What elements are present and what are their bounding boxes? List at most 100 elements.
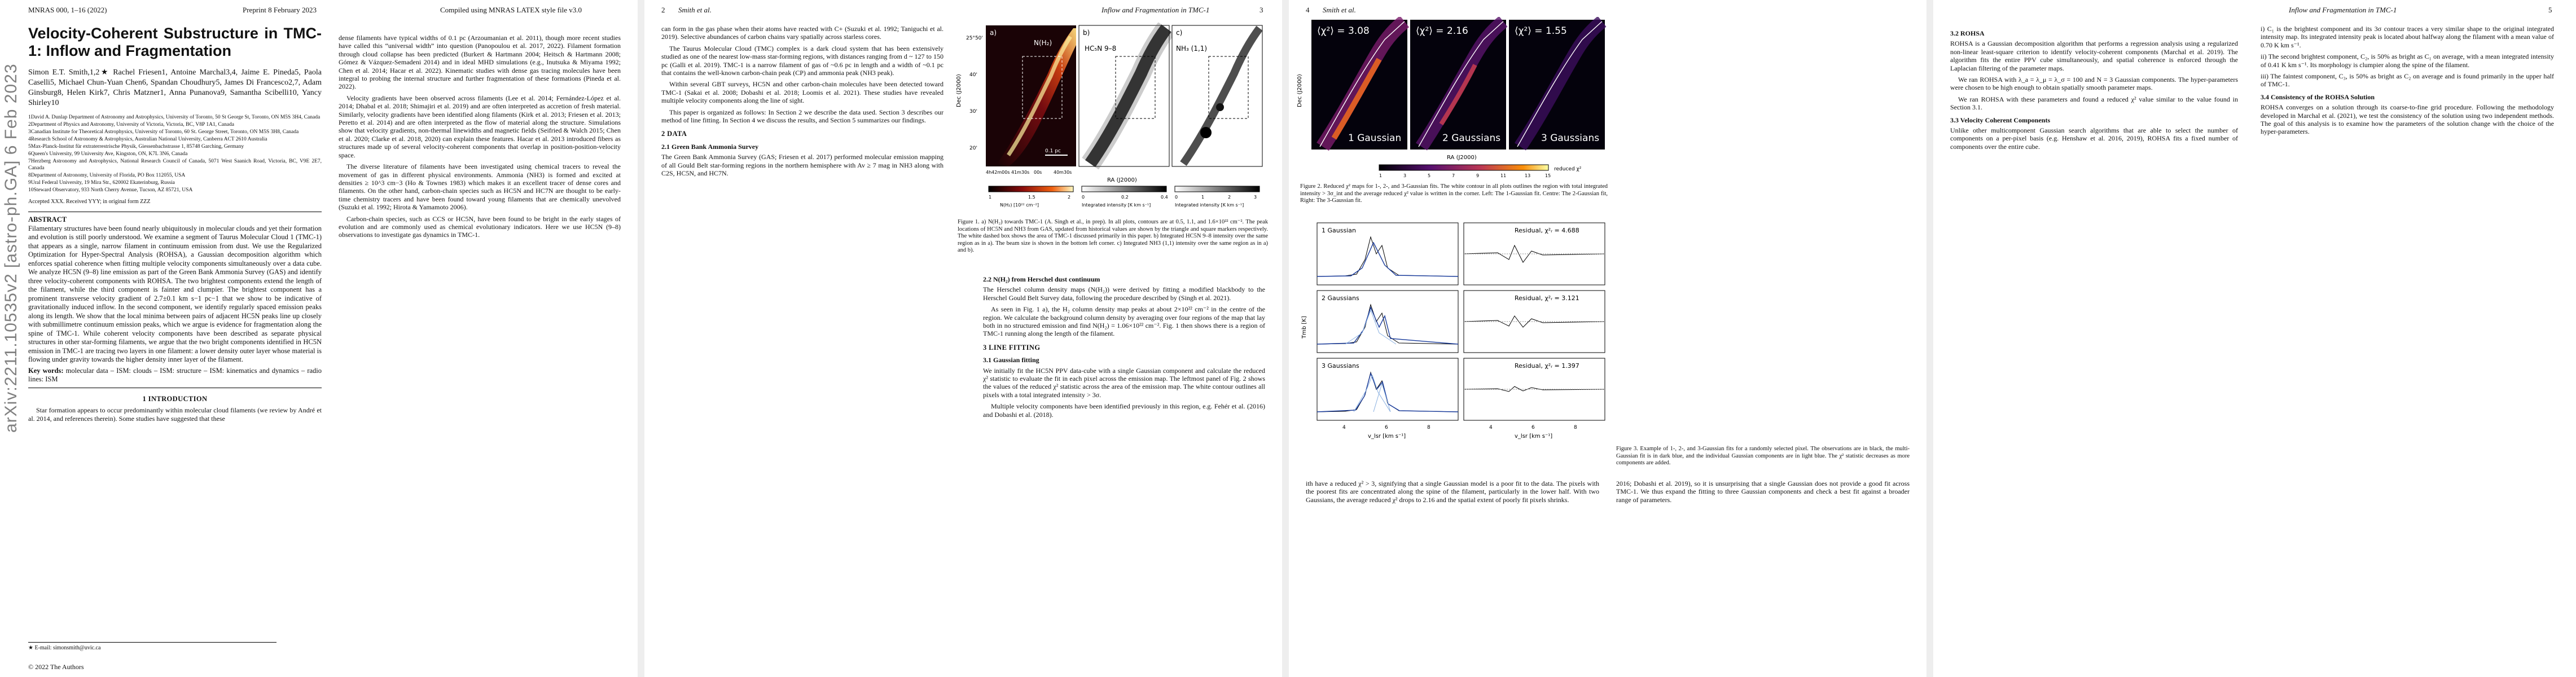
section-heading: 3 LINE FITTING	[983, 343, 1041, 351]
affiliation: 9Ural Federal University, 19 Mira Str., …	[28, 180, 175, 186]
residual-xlabel: v_lsr [km s⁻¹]	[1515, 433, 1552, 439]
panel-label: HC₅N 9–8	[1085, 45, 1116, 52]
colorbar-c	[1174, 186, 1260, 192]
subsection-heading: 3.2 ROHSA	[1950, 29, 1985, 37]
page2-left-column: can form in the gas phase when their ato…	[661, 25, 943, 181]
cbar-tick: 2	[1068, 195, 1070, 200]
keywords-label: Key words:	[28, 366, 64, 375]
page-4: Inflow and Fragmentation in TMC-1 5 3.2 …	[1933, 0, 2576, 677]
page-number: 4	[1306, 6, 1310, 14]
cbar-tick: 9	[1476, 173, 1479, 178]
xtick: 8	[1427, 425, 1430, 430]
residual-label: Residual, χ²ᵣ = 4.688	[1515, 227, 1579, 234]
page-number: 5	[2548, 6, 2552, 14]
page-1: arXiv:2211.10535v2 [astro-ph.GA] 6 Feb 2…	[0, 0, 638, 677]
running-author: Smith et al.	[678, 6, 712, 14]
page4-right-column: i) C₁ is the brightest component and its…	[2261, 25, 2554, 139]
figure-3: Tmb [K] 1 Gaussian Residual, χ²ᵣ = 4.688…	[1300, 220, 1610, 457]
spectrum-label: 1 Gaussian	[1322, 227, 1356, 234]
xtick: 41m30s	[1011, 170, 1029, 175]
chi-cbar-label: reduced χ²	[1554, 166, 1582, 172]
page3-bottom-right: 2016; Dobashi et al. 2019), so it is uns…	[1616, 480, 1910, 507]
fig2-xlabel: RA (J2000)	[1447, 155, 1477, 161]
page1-right-column: dense filaments have typical widths of 0…	[339, 34, 621, 243]
paragraph: Multiple velocity components have been i…	[983, 402, 1265, 419]
fig2-ylabel: Dec (J2000)	[1297, 74, 1303, 107]
xtick: 4h42m00s	[986, 170, 1010, 175]
cbar-label: N(H₂) [10²² cm⁻²]	[1000, 203, 1039, 208]
paragraph: As seen in Fig. 1 a), the H₂ column dens…	[983, 305, 1265, 338]
figure-3-caption-text: Figure 3. Example of 1-, 2-, and 3-Gauss…	[1616, 446, 1910, 466]
subsection-heading: 3.1 Gaussian fitting	[983, 356, 1039, 364]
paragraph: Carbon-chain species, such as CCS or HC5…	[339, 214, 621, 239]
intro-paragraph: Star formation appears to occur predomin…	[28, 406, 322, 423]
abstract-text: Filamentary structures have been found n…	[28, 224, 322, 364]
paper-title: Velocity-Coherent Substructure in TMC-1:…	[28, 25, 322, 59]
xtick: 4	[1342, 425, 1346, 430]
page-header: MNRAS 000, 1–16 (2022) Preprint 8 Februa…	[28, 6, 621, 16]
figure-1: Dec (J2000) 25°50' 40' 30' 20' a) N(H₂) …	[955, 22, 1271, 260]
section-heading: 2 DATA	[661, 130, 687, 138]
affiliation: 8Department of Astronomy, University of …	[28, 173, 186, 178]
cbar-tick: 1	[989, 195, 991, 200]
ytick: 20'	[969, 146, 977, 151]
paragraph: Velocity gradients have been observed ac…	[339, 94, 621, 159]
page-number-right: 3	[1260, 6, 1263, 14]
subsection-heading: 3.3 Velocity Coherent Components	[1950, 116, 2051, 124]
page-footer: © 2022 The Authors	[28, 663, 621, 671]
cbar-tick: 7	[1452, 173, 1455, 178]
cbar-tick: 0.4	[1161, 195, 1168, 200]
spectra-ylabel: Tmb [K]	[1301, 316, 1307, 339]
ytick: 30'	[969, 109, 977, 115]
page-header: 4 Smith et al.	[1306, 6, 1910, 16]
page-number: 2	[661, 6, 665, 14]
email-footnote: ★ E-mail: simonsmith@uvic.ca	[28, 645, 101, 651]
abstract: ABSTRACT Filamentary structures have bee…	[28, 212, 322, 388]
arxiv-stamp-text: arXiv:2211.10535v2 [astro-ph.GA] 6 Feb 2…	[2, 63, 20, 433]
affiliations: 1David A. Dunlap Department of Astronomy…	[28, 114, 322, 194]
residual-label: Residual, χ²ᵣ = 1.397	[1515, 362, 1579, 370]
arxiv-stamp: arXiv:2211.10535v2 [astro-ph.GA] 6 Feb 2…	[0, 0, 23, 677]
panel-tag: b)	[1083, 29, 1090, 37]
figure-2-caption: Figure 2. Reduced χ² maps for 1-, 2-, an…	[1300, 183, 1608, 205]
affiliation: 3Canadian Institute for Theoretical Astr…	[28, 129, 299, 135]
xtick: 4	[1489, 425, 1493, 430]
chi-value: ⟨χ²⟩ = 1.55	[1515, 25, 1567, 37]
cbar-tick: 5	[1428, 173, 1430, 178]
page2-right-column: 2.2 N(H₂) from Herschel dust continuum T…	[983, 271, 1265, 422]
intro-heading: 1 INTRODUCTION	[142, 394, 208, 403]
paragraph: ROHSA is a Gaussian decomposition algori…	[1950, 39, 2238, 72]
colorbar-b	[1081, 186, 1167, 192]
affiliation: 1David A. Dunlap Department of Astronomy…	[28, 115, 321, 120]
paragraph: ii) The second brightest component, C₂, …	[2261, 52, 2554, 69]
cbar-tick: 15	[1545, 173, 1551, 178]
paragraph: iii) The faintest component, C₃, is 50% …	[2261, 72, 2554, 89]
ytick: 25°50'	[966, 36, 983, 41]
affiliation: 10Steward Observatory, 933 North Cherry …	[28, 187, 193, 193]
spectrum-row-1: 1 Gaussian Residual, χ²ᵣ = 4.688	[1316, 222, 1605, 285]
paragraph: We ran ROHSA with λ_a = λ_μ = λ_σ = 100 …	[1950, 76, 2238, 92]
fig1-yticks: 25°50' 40' 30' 20'	[966, 36, 983, 151]
chi-value: ⟨χ²⟩ = 2.16	[1416, 25, 1468, 37]
spectra-xlabel: v_lsr [km s⁻¹]	[1368, 433, 1406, 439]
paragraph: ROHSA converges on a solution through it…	[2261, 103, 2554, 136]
cbar-tick: 0	[1082, 195, 1085, 200]
header-preprint: Preprint 8 February 2023	[243, 6, 317, 14]
paragraph: The Taurus Molecular Cloud (TMC) complex…	[661, 44, 943, 77]
chi-cbar-ticks: 1 3 5 7 9 11 13 15	[1379, 173, 1551, 178]
residual-label: Residual, χ²ᵣ = 3.121	[1515, 294, 1579, 302]
chi-panel-label: 1 Gaussian	[1348, 133, 1401, 144]
page4-left-column: 3.2 ROHSA ROHSA is a Gaussian decomposit…	[1950, 25, 2238, 154]
paragraph: We initially fit the HC5N PPV data-cube …	[983, 366, 1265, 399]
chi-panel-label: 3 Gaussians	[1541, 133, 1599, 144]
affiliation: 5Max-Planck-Institut für extraterrestris…	[28, 144, 244, 150]
page-header: 2 Smith et al. Inflow and Fragmentation …	[661, 6, 1265, 16]
ytick: 40'	[969, 72, 977, 78]
cbar-tick: 1.5	[1028, 195, 1035, 200]
figure-2-panels: Dec (J2000) ⟨χ²⟩ = 3.08 1 Gaussian ⟨χ²⟩ …	[1297, 15, 1607, 178]
xtick: 40m30s	[1054, 170, 1072, 175]
chi-value: ⟨χ²⟩ = 3.08	[1317, 25, 1370, 37]
affiliation: 6Queen's University, 99 University Ave, …	[28, 151, 188, 157]
paragraph: 2016; Dobashi et al. 2019), so it is uns…	[1616, 480, 1910, 504]
copyright: © 2022 The Authors	[28, 663, 84, 671]
